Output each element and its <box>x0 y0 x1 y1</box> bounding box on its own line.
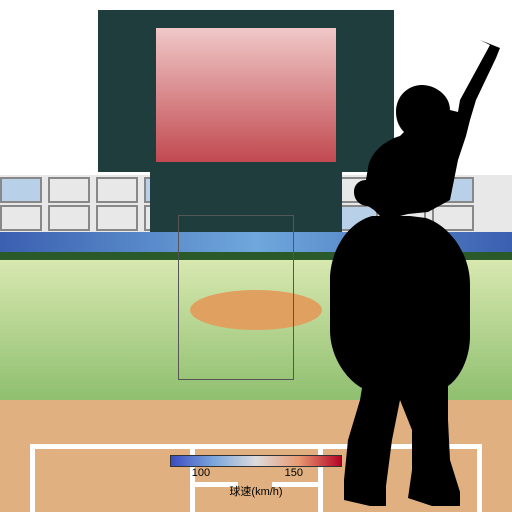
strike-zone <box>178 215 294 380</box>
stand-panel <box>0 177 42 203</box>
pitch-scene: 100150 球速(km/h) <box>0 0 512 512</box>
stand-panel <box>96 177 138 203</box>
box-line <box>30 444 35 524</box>
stand-panel <box>48 177 90 203</box>
stand-panel <box>96 205 138 231</box>
stand-panel <box>0 205 42 231</box>
tick-label: 100 <box>192 467 210 479</box>
batter-silhouette <box>300 40 510 510</box>
stand-panel <box>48 205 90 231</box>
